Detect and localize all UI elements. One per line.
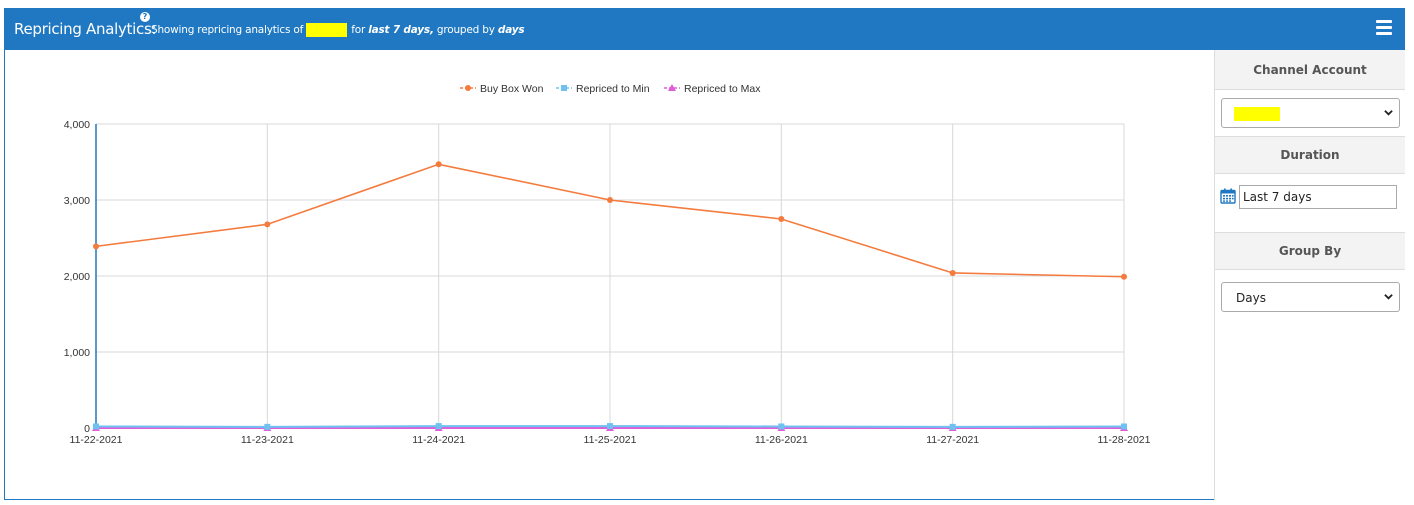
- data-point-buy-box-won: [1121, 273, 1127, 280]
- data-point-repriced-to-min: [607, 423, 613, 430]
- y-tick-label: 3,000: [64, 195, 90, 207]
- channel-account-select[interactable]: [1221, 98, 1400, 128]
- x-tick-label: 11-24-2021: [412, 434, 465, 446]
- data-point-repriced-to-min: [435, 423, 442, 430]
- data-point-buy-box-won: [435, 161, 442, 168]
- subtitle-duration: last 7 days,: [368, 24, 434, 36]
- legend-label-repriced-to-min: Repriced to Min: [576, 83, 650, 95]
- calendar-icon[interactable]: [1220, 188, 1236, 204]
- x-tick-label: 11-26-2021: [755, 434, 808, 446]
- data-point-buy-box-won: [949, 269, 956, 276]
- page-title: Repricing Analytics:: [14, 20, 157, 38]
- repricing-analytics-panel: Repricing Analytics: ? Showing repricing…: [4, 8, 1405, 500]
- chart-area: 0 1,000 2,000 3,000 4,000 11-22-2021 11-23-202…: [5, 50, 1214, 500]
- legend-marker-repriced-to-max: [668, 84, 676, 91]
- hamburger-menu-icon[interactable]: [1376, 20, 1392, 36]
- redacted-account-highlight: [306, 23, 348, 37]
- y-tick-label: 4,000: [64, 119, 90, 131]
- legend-label-repriced-to-max: Repriced to Max: [684, 83, 761, 95]
- subtitle-prefix: Showing repricing analytics of: [151, 24, 304, 36]
- data-point-repriced-to-min: [1121, 423, 1127, 430]
- x-tick-label: 11-27-2021: [926, 434, 979, 446]
- subtitle-grouped: grouped by: [436, 24, 495, 36]
- panel-header: Repricing Analytics: ? Showing repricing…: [5, 9, 1404, 50]
- y-tick-label: 2,000: [64, 271, 90, 283]
- legend-label-buy-box-won: Buy Box Won: [480, 83, 544, 95]
- data-point-buy-box-won: [607, 197, 613, 203]
- x-tick-label: 11-22-2021: [70, 434, 123, 446]
- duration-label: Duration: [1215, 136, 1405, 174]
- header-subtitle: Showing repricing analytics of for last …: [151, 23, 525, 37]
- filter-sidebar: Channel Account Duration Last 7 d: [1214, 50, 1405, 500]
- line-chart: 0 1,000 2,000 3,000 4,000 11-22-2021 11-23-202…: [64, 83, 1151, 446]
- x-tick-label: 11-28-2021: [1098, 434, 1151, 446]
- group-by-select[interactable]: Days: [1221, 282, 1400, 312]
- redacted-account-highlight: [1234, 107, 1280, 121]
- duration-section: Last 7 days: [1215, 174, 1405, 232]
- subtitle-for: for: [351, 24, 366, 36]
- data-point-repriced-to-min: [949, 423, 956, 430]
- group-by-value: Days: [1236, 291, 1266, 305]
- x-tick-label: 11-25-2021: [584, 434, 637, 446]
- y-tick-label: 0: [84, 423, 90, 435]
- channel-account-section: [1215, 90, 1405, 136]
- data-point-repriced-to-min: [778, 423, 785, 430]
- data-point-repriced-to-min: [93, 423, 99, 430]
- data-point-buy-box-won: [778, 216, 785, 222]
- subtitle-group: days: [497, 24, 525, 36]
- group-by-label: Group By: [1215, 232, 1405, 270]
- group-by-section: Days: [1215, 270, 1405, 320]
- channel-account-label: Channel Account: [1215, 50, 1405, 90]
- x-tick-label: 11-23-2021: [241, 434, 294, 446]
- help-icon[interactable]: ?: [140, 12, 150, 22]
- chevron-down-icon: [1384, 294, 1393, 300]
- chevron-down-icon: [1384, 110, 1393, 116]
- data-point-repriced-to-min: [264, 423, 271, 430]
- duration-input[interactable]: Last 7 days: [1239, 185, 1397, 209]
- y-tick-label: 1,000: [64, 347, 90, 359]
- data-point-buy-box-won: [93, 243, 99, 250]
- legend-marker-repriced-to-min: [561, 85, 567, 91]
- data-point-buy-box-won: [264, 221, 271, 228]
- legend-marker-buy-box-won: [465, 85, 471, 91]
